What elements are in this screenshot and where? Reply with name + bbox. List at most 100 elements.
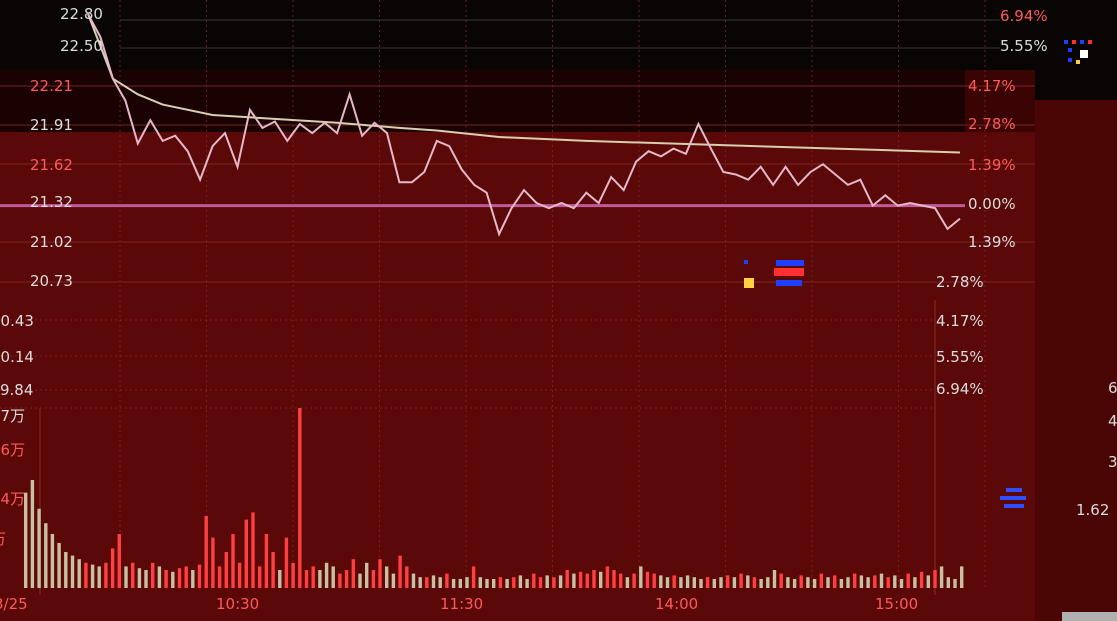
volume-bar [732,577,737,588]
volume-bar [157,566,162,588]
volume-bar [458,579,462,588]
volume-bar [692,577,696,588]
volume-bar [679,577,683,588]
volume-bar [879,573,884,588]
volume-bar [117,534,121,588]
volume-bar [906,573,910,588]
volume-bar [933,570,937,588]
volume-bar [612,570,616,588]
x-tick-4: 15:00 [875,595,919,613]
y-tick-right-1: 5.55% [1000,37,1048,55]
volume-bar [866,577,870,588]
volume-bar [237,562,242,588]
volume-bar [839,579,844,588]
volume-bar [90,564,95,588]
volume-bar [746,575,750,588]
y-tick-right-7: 2.78% [936,273,984,291]
vol-tick-right-2: 6.94% [936,380,984,398]
volume-bar [806,577,810,588]
volume-bar [518,575,523,588]
right-stub-1: 4 [1108,412,1117,430]
volume-bar [365,562,369,588]
volume-bar [30,480,35,588]
volume-bar [726,575,730,588]
volume-bar [599,571,603,588]
volume-bar [398,555,402,588]
volume-bar [50,534,55,588]
y-tick-left-3: 21.91 [30,116,73,134]
price-lines [0,13,965,237]
volume-bar [792,579,797,588]
x-tick-1: 10:30 [216,595,260,613]
volume-bars [24,408,964,588]
y-tick-left-6: 21.02 [30,233,73,251]
volume-bar [672,575,676,588]
volume-bar [625,577,630,588]
volume-bar [578,571,583,588]
volume-bar [605,566,610,588]
volume-bar [639,566,643,588]
volume-bar [812,579,817,588]
volume-bar [211,537,215,588]
volume-bar [719,577,723,588]
y-tick-right-5: 0.00% [968,195,1016,213]
volume-bar [191,570,195,588]
volume-bar [264,534,269,588]
y-tick-right-0: 6.94% [1000,7,1048,25]
grid-layer [0,0,1035,595]
volume-bar [324,562,329,588]
volume-bar [391,573,396,588]
volume-bar [926,575,930,588]
volume-bar [57,543,61,588]
volume-bar [558,575,563,588]
volume-bar [913,577,917,588]
volume-bar [659,575,663,588]
volume-bar [859,575,864,588]
y-tick-left-5: 21.32 [30,193,73,211]
volume-bar [378,559,382,588]
right-strip-bg [1035,100,1117,621]
volume-bar [385,566,389,588]
vol-tick-left-0: 10.43 [0,312,34,330]
volume-bar [525,579,529,588]
scrollbar-thumb[interactable] [1062,612,1117,621]
volume-bar [44,523,48,588]
volume-bar [318,570,322,588]
x-tick-3: 14:00 [655,595,699,613]
vol-tick-left-2: 9.84 [0,381,34,399]
volume-bar [538,577,543,588]
main-panel-bg [0,132,1035,621]
volume-bar [565,570,569,588]
volume-bar [665,577,670,588]
volume-bar [712,579,716,588]
volume-bar [465,577,469,588]
volume-bar [110,548,115,588]
vol-tick-right-0: 4.17% [936,312,984,330]
volume-bar [779,573,783,588]
volume-bar [184,566,188,588]
volume-bar [177,568,182,588]
volume-bar [278,570,282,588]
volume-bar [552,577,556,588]
volume-bar [304,570,309,588]
vol-tick-left-5: 24万 [0,490,26,508]
volume-bar [739,573,743,588]
volume-bar [425,577,429,588]
volume-bar [77,559,81,588]
volume-bar [485,579,489,588]
volume-bar [759,579,763,588]
volume-bar [799,575,803,588]
y-tick-right-2: 4.17% [968,77,1016,95]
volume-bar [919,571,924,588]
volume-bar [451,579,456,588]
y-tick-right-6: 1.39% [968,233,1016,251]
volume-bar [438,577,442,588]
volume-bar [471,566,476,588]
vol-tick-left-4: 86万 [0,441,26,459]
volume-bar [846,577,850,588]
volume-bar [833,575,837,588]
vol-tick-left-3: 47万 [0,407,26,425]
volume-bar [532,573,536,588]
volume-bar [171,571,175,588]
